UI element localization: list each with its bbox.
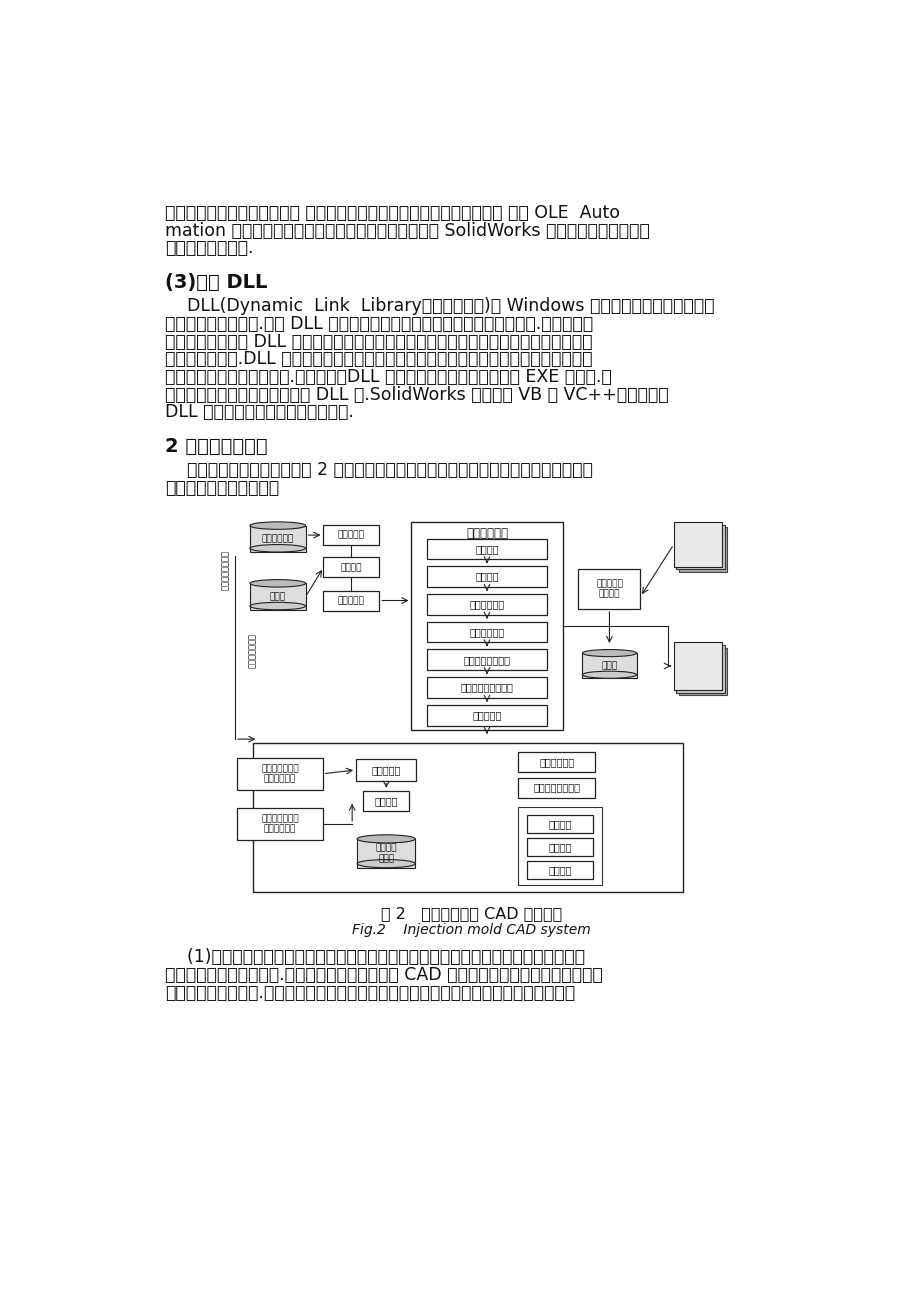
Text: 模具设计信息流: 模具设计信息流: [248, 633, 257, 668]
Text: mation 接口技术，面向对象的编程语言可以直接操纵 SolidWorks 的对象的属性和方法满: mation 接口技术，面向对象的编程语言可以直接操纵 SolidWorks 的…: [165, 221, 650, 240]
FancyBboxPatch shape: [363, 790, 409, 811]
Ellipse shape: [357, 859, 414, 867]
Text: 另一个应用程序的属性和方法 可以定制对象并提供应用程序间的互操作件 通过 OLE  Auto: 另一个应用程序的属性和方法 可以定制对象并提供应用程序间的互操作件 通过 OLE…: [165, 204, 619, 221]
Text: 应用程序相同的地址空间上.运行它时，DLL 文件被连接，但它并不绑定到 EXE 文件中.用: 应用程序相同的地址空间上.运行它时，DLL 文件被连接，但它并不绑定到 EXE …: [165, 368, 611, 385]
FancyBboxPatch shape: [517, 753, 595, 772]
Ellipse shape: [250, 522, 305, 530]
Text: (3)关于 DLL: (3)关于 DLL: [165, 272, 267, 292]
Text: 产品建模区: 产品建模区: [337, 596, 365, 605]
FancyBboxPatch shape: [517, 777, 595, 798]
Ellipse shape: [250, 603, 305, 609]
Text: 型腔设计: 型腔设计: [475, 544, 498, 553]
Text: 三维总体模具总配置: 三维总体模具总配置: [460, 682, 513, 693]
FancyBboxPatch shape: [411, 522, 562, 730]
FancyBboxPatch shape: [237, 807, 323, 840]
Text: 产品模型与产品
设计匹配分析: 产品模型与产品 设计匹配分析: [261, 814, 299, 833]
FancyBboxPatch shape: [426, 677, 547, 698]
FancyBboxPatch shape: [675, 644, 724, 693]
Text: 三维工程图: 三维工程图: [471, 711, 501, 720]
Text: 特征量提取: 特征量提取: [371, 766, 401, 775]
Text: 温度调节系统设计: 温度调节系统设计: [463, 655, 510, 665]
FancyBboxPatch shape: [237, 758, 323, 790]
Text: 发者只需直接更新 DLL 而不用对应用程序本身作任何改动就可以对应用程序的功能和用户: 发者只需直接更新 DLL 而不用对应用程序本身作任何改动就可以对应用程序的功能和…: [165, 332, 592, 350]
Ellipse shape: [250, 579, 305, 587]
Text: 设计知
识库: 设计知 识库: [688, 534, 706, 555]
FancyBboxPatch shape: [323, 591, 379, 611]
Text: 足二次开发的需要.: 足二次开发的需要.: [165, 240, 254, 258]
FancyBboxPatch shape: [673, 522, 721, 566]
Ellipse shape: [582, 650, 636, 656]
FancyBboxPatch shape: [253, 743, 682, 892]
FancyBboxPatch shape: [678, 527, 726, 572]
Text: 设计中间
数据库: 设计中间 数据库: [686, 655, 709, 677]
Text: 基于特征的
事例推理: 基于特征的 事例推理: [596, 579, 622, 599]
FancyBboxPatch shape: [426, 594, 547, 615]
FancyBboxPatch shape: [356, 759, 416, 781]
FancyBboxPatch shape: [675, 525, 724, 569]
FancyBboxPatch shape: [527, 861, 592, 879]
Text: 接口作较大改善.DLL 通常作为进程内组件被实现，当它被调入内存时，被装入与调用它的: 接口作较大改善.DLL 通常作为进程内组件被实现，当它被调入内存时，被装入与调用…: [165, 350, 592, 368]
Text: 设计核心部分: 设计核心部分: [466, 527, 507, 540]
Text: 注射机选择: 注射机选择: [337, 531, 365, 539]
FancyBboxPatch shape: [678, 647, 726, 695]
Text: 成型零部件提供条件.产品特征建模模块主要提供的信息有：模型的尺寸、材料、分型面对: 成型零部件提供条件.产品特征建模模块主要提供的信息有：模型的尺寸、材料、分型面对: [165, 983, 575, 1001]
Text: 模板库: 模板库: [601, 661, 617, 671]
FancyBboxPatch shape: [357, 838, 414, 867]
Text: DLL(Dynamic  Link  Library，动态链接库)是 Windows 操作系统提供的共享可执行: DLL(Dynamic Link Library，动态链接库)是 Windows…: [165, 297, 714, 315]
Ellipse shape: [582, 672, 636, 678]
Text: 图 2   注塑模具设计 CAD 系统框图: 图 2 注塑模具设计 CAD 系统框图: [380, 906, 562, 921]
Text: 缺陷尺寸检验: 缺陷尺寸检验: [539, 758, 573, 767]
Text: (1)产品建模：产品建模的目的不仅要设计出满足要求的塑件，更重要的在于设计、制: (1)产品建模：产品建模的目的不仅要设计出满足要求的塑件，更重要的在于设计、制: [165, 948, 584, 966]
Text: 材料库: 材料库: [269, 592, 286, 602]
Text: 流动分析: 流动分析: [548, 819, 571, 829]
Text: DLL 库文件，并且以插件的方式加载.: DLL 库文件，并且以插件的方式加载.: [165, 404, 354, 422]
Text: 产品特征信息提取: 产品特征信息提取: [221, 549, 230, 590]
FancyBboxPatch shape: [578, 569, 640, 609]
Text: 模板选择: 模板选择: [475, 572, 498, 582]
Text: 翘曲分析: 翘曲分析: [374, 796, 398, 806]
Ellipse shape: [250, 544, 305, 552]
FancyBboxPatch shape: [426, 566, 547, 587]
Text: 2 系统的总体构架: 2 系统的总体构架: [165, 436, 267, 456]
Text: 顶出系统设计: 顶出系统设计: [469, 628, 505, 637]
FancyBboxPatch shape: [426, 621, 547, 642]
Text: 户可以调用第三方或自己开发的 DLL 库.SolidWorks 支持使用 VB 或 VC++等语言开发: 户可以调用第三方或自己开发的 DLL 库.SolidWorks 支持使用 VB …: [165, 385, 668, 404]
Text: 智能注塑模具设计系统如图 2 所示，主要分为产品建模、模具自动设计、校核和分析、: 智能注塑模具设计系统如图 2 所示，主要分为产品建模、模具自动设计、校核和分析、: [165, 461, 593, 479]
Text: 造出生产这种塑件的模具.通过产品模型，应为模具 CAD 提供足够的信息，为自动生成模具: 造出生产这种塑件的模具.通过产品模型，应为模具 CAD 提供足够的信息，为自动生…: [165, 966, 603, 984]
Text: 成型条件判断检验: 成型条件判断检验: [533, 783, 580, 793]
Text: 产品轮廓与模具
技术匹配分析: 产品轮廓与模具 技术匹配分析: [261, 764, 299, 784]
FancyBboxPatch shape: [250, 526, 305, 552]
Text: 材料选择: 材料选择: [340, 562, 362, 572]
Text: 产品模型
知识库: 产品模型 知识库: [375, 844, 397, 863]
Ellipse shape: [357, 835, 414, 842]
Text: 注射机参数库: 注射机参数库: [261, 534, 293, 543]
FancyBboxPatch shape: [673, 642, 721, 690]
Text: 浇注系统设计: 浇注系统设计: [469, 599, 505, 609]
FancyBboxPatch shape: [250, 583, 305, 609]
Text: 收缩分析: 收缩分析: [548, 865, 571, 875]
FancyBboxPatch shape: [323, 557, 379, 577]
FancyBboxPatch shape: [527, 815, 592, 833]
FancyBboxPatch shape: [582, 654, 636, 678]
FancyBboxPatch shape: [517, 807, 601, 885]
Text: 代码数据的基本手段.利用 DLL 可实现代码的数据共享，很容易实现版本升级.必要时，开: 代码数据的基本手段.利用 DLL 可实现代码的数据共享，很容易实现版本升级.必要…: [165, 315, 593, 333]
FancyBboxPatch shape: [527, 837, 592, 857]
FancyBboxPatch shape: [426, 704, 547, 725]
FancyBboxPatch shape: [426, 539, 547, 560]
Text: Fig.2    Injection mold CAD system: Fig.2 Injection mold CAD system: [352, 923, 590, 936]
FancyBboxPatch shape: [426, 650, 547, 671]
Text: 结果反馈修改四个模块。: 结果反馈修改四个模块。: [165, 479, 279, 497]
FancyBboxPatch shape: [323, 525, 379, 546]
Text: 冷却分析: 冷却分析: [548, 842, 571, 852]
